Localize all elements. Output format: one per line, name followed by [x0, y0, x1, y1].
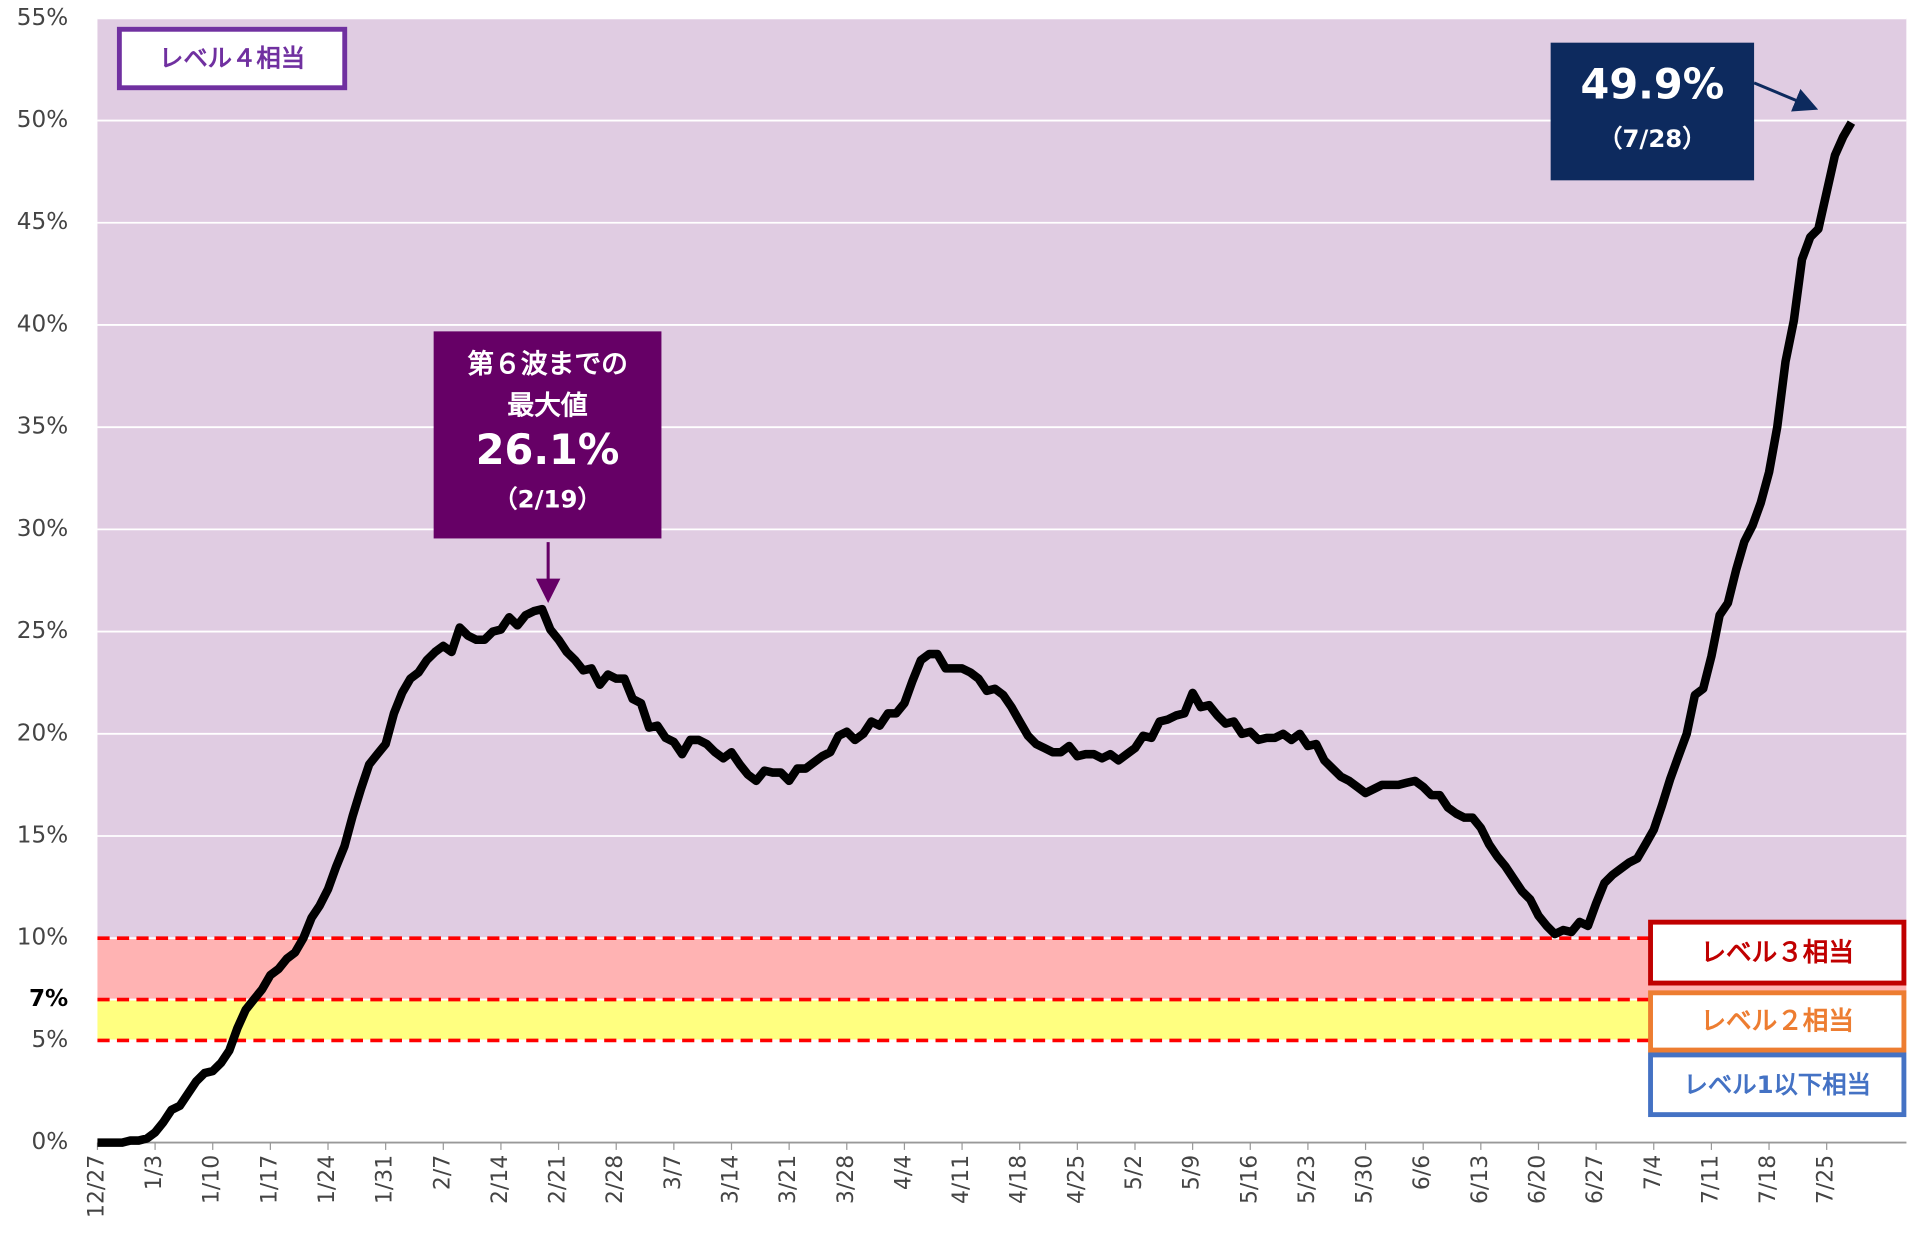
x-tick-label: 6/27	[1583, 1155, 1608, 1204]
level-band	[97, 1040, 1907, 1143]
annotation-text: 最大値	[507, 390, 588, 421]
x-tick-label: 4/11	[949, 1155, 974, 1204]
level-label-box	[1648, 1052, 1907, 1118]
x-tick-label: 4/25	[1064, 1155, 1089, 1204]
y-tick-label: 15%	[17, 823, 68, 849]
x-tick-label: 5/16	[1237, 1155, 1262, 1204]
x-tick-label: 1/3	[142, 1155, 167, 1190]
y-tick-label: 5%	[32, 1027, 69, 1053]
y-tick-label: 50%	[17, 107, 68, 133]
annotation-box	[433, 331, 662, 539]
x-tick-label: 4/4	[891, 1155, 916, 1190]
y-tick-label: 35%	[17, 414, 68, 440]
x-tick-label: 6/13	[1468, 1155, 1493, 1204]
level-label: レベル２相当	[1700, 1007, 1853, 1037]
x-tick-label: 3/28	[834, 1155, 859, 1204]
x-tick-label: 2/7	[430, 1155, 455, 1190]
x-tick-label: 2/28	[603, 1155, 628, 1204]
annotation-text: 第６波までの	[467, 348, 628, 380]
y-tick-label: 10%	[17, 925, 68, 951]
x-tick-label: 5/2	[1122, 1155, 1147, 1190]
x-tick-label: 7/4	[1641, 1155, 1666, 1190]
annotation-text: （7/28）	[1598, 124, 1706, 153]
y-tick-label: 30%	[17, 516, 68, 542]
x-tick-label: 12/27	[84, 1155, 109, 1218]
y-tick-label: 45%	[17, 209, 68, 235]
x-tick-label: 2/14	[488, 1155, 513, 1204]
x-tick-label: 3/7	[661, 1155, 686, 1190]
x-tick-label: 3/14	[719, 1155, 744, 1204]
level-label-box	[1648, 919, 1907, 986]
annotation-box	[1550, 42, 1755, 181]
y-tick-label: 0%	[32, 1129, 69, 1155]
level-label: レベル４相当	[159, 44, 305, 73]
data-line	[97, 120, 1856, 1147]
x-tick-label: 1/17	[257, 1155, 282, 1204]
y-tick-label: 7%	[29, 986, 68, 1012]
x-tick-label: 7/25	[1814, 1155, 1839, 1204]
y-tick-label: 40%	[17, 311, 68, 337]
x-tick-label: 5/30	[1353, 1155, 1378, 1204]
level-label: レベル３相当	[1700, 938, 1853, 968]
y-tick-label: 55%	[17, 5, 68, 31]
x-tick-label: 1/10	[200, 1155, 225, 1204]
x-tick-label: 4/18	[1007, 1155, 1032, 1204]
level-band	[97, 999, 1907, 1041]
x-tick-label: 6/20	[1525, 1155, 1550, 1204]
x-tick-label: 6/6	[1410, 1155, 1435, 1190]
x-tick-label: 2/21	[546, 1155, 571, 1204]
level-label: レベル1以下相当	[1683, 1070, 1870, 1099]
x-tick-label: 1/31	[373, 1155, 398, 1204]
level-band	[97, 938, 1907, 1000]
annotation-text: （2/19）	[493, 485, 601, 514]
x-tick-label: 1/24	[315, 1155, 340, 1204]
annotation-text: 26.1%	[476, 426, 620, 474]
x-tick-label: 3/21	[776, 1155, 801, 1204]
level-label-box	[1648, 990, 1907, 1053]
x-tick-label: 5/9	[1180, 1155, 1205, 1190]
x-tick-label: 7/11	[1698, 1155, 1723, 1204]
level-label-box	[116, 26, 348, 91]
x-tick-label: 5/23	[1295, 1155, 1320, 1204]
y-tick-label: 25%	[17, 618, 68, 644]
annotation-text: 49.9%	[1581, 61, 1725, 109]
x-tick-label: 7/18	[1756, 1155, 1781, 1204]
annotation-arrow	[1753, 81, 1819, 112]
y-tick-label: 20%	[17, 720, 68, 746]
